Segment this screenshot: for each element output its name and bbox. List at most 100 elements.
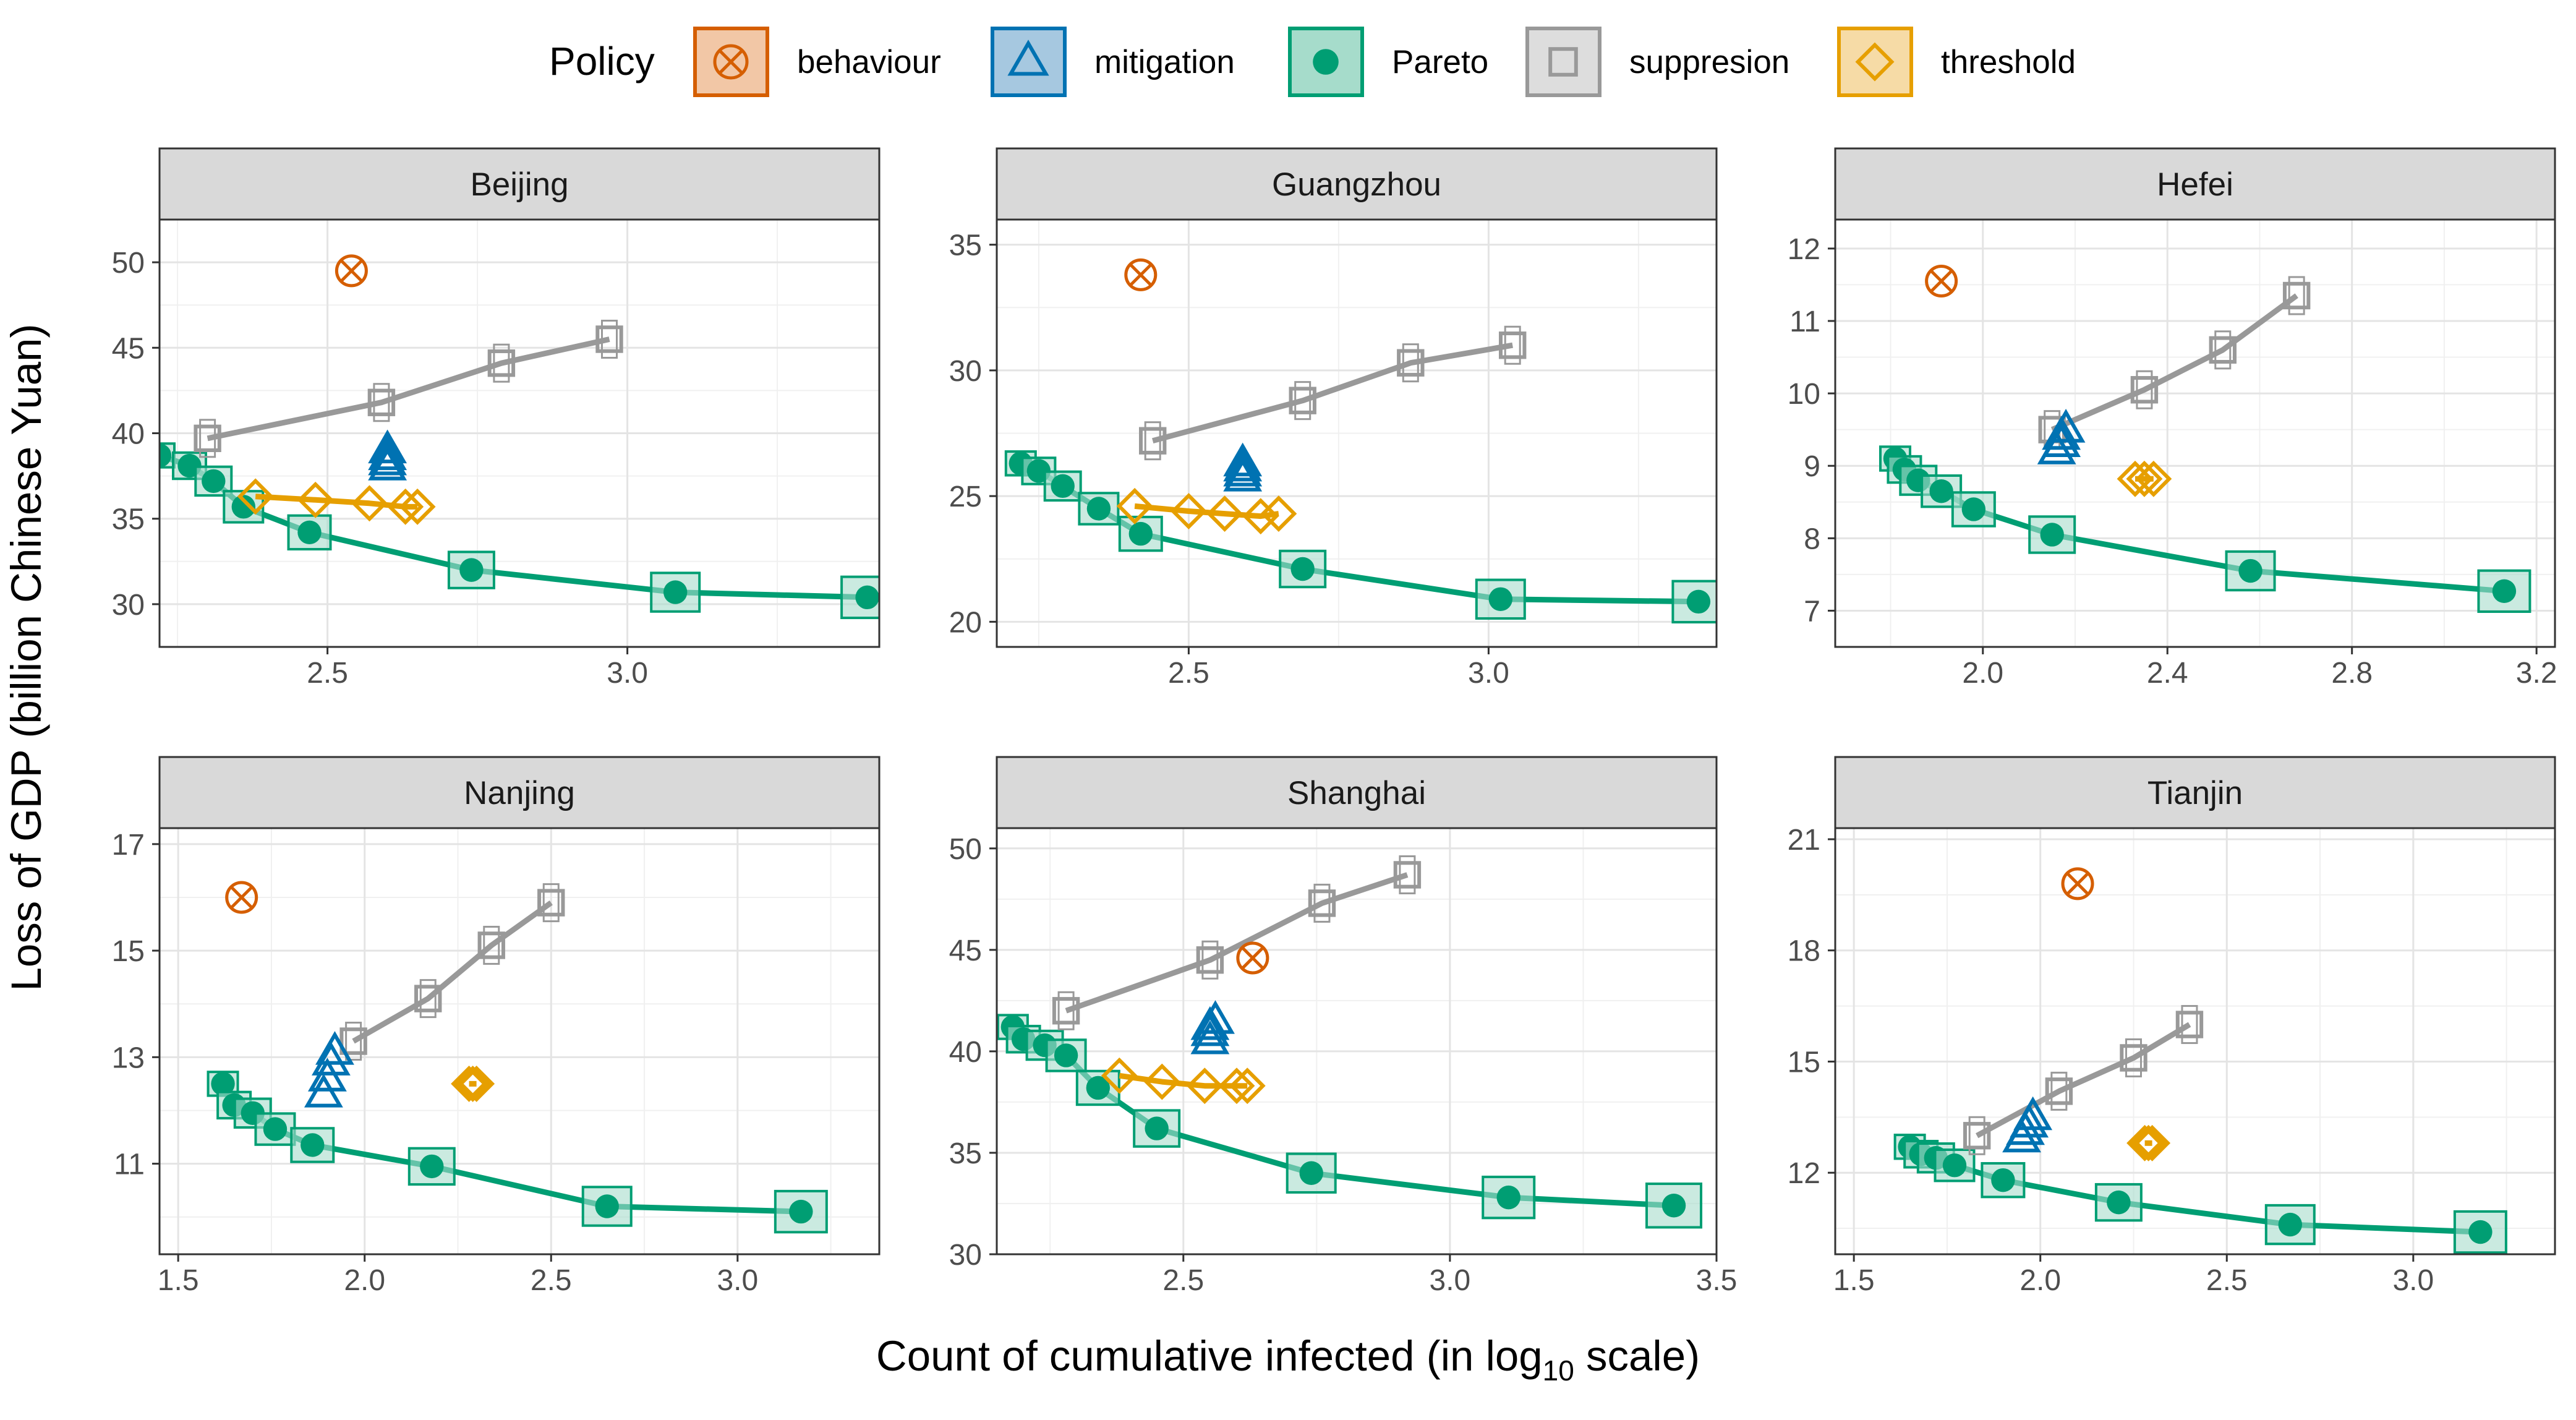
Pareto-point: [1290, 557, 1315, 581]
y-tick-label: 12: [1788, 233, 1820, 266]
suppresion-uncertainty-box: [1057, 991, 1075, 1030]
suppresion-uncertainty-box: [542, 883, 560, 923]
panel-strip: [158, 756, 881, 829]
y-tick-label: 30: [949, 355, 982, 388]
y-tick-label: 30: [112, 589, 145, 622]
threshold-point: [1170, 493, 1207, 529]
legend-item-suppresion: suppresion: [1525, 27, 1789, 97]
threshold-point: [387, 488, 424, 525]
series-suppresion: [194, 319, 623, 458]
gridlines: [1835, 220, 2555, 647]
y-tick-label: 18: [1788, 935, 1820, 968]
mitigation-point: [307, 1058, 347, 1092]
axes: 2.5 3.0 3.5 30 35 40 45 50: [949, 833, 1738, 1297]
panel-beijing: Beijing 2.5 3.0 30 35 40 45 50: [112, 147, 881, 690]
panel-nanjing: Nanjing 1.5 2.0 2.5 3.0 11 13 15 17: [112, 756, 881, 1297]
Pareto-point: [1086, 1076, 1111, 1100]
suppresion-uncertainty-box: [373, 383, 390, 422]
suppresion-point: [1397, 349, 1425, 377]
suppresion-point: [1139, 427, 1167, 455]
threshold-point: [297, 481, 334, 518]
series-behaviour: [1236, 941, 1269, 975]
series-behaviour: [1124, 258, 1158, 291]
x-tick-label: 2.0: [1962, 657, 2003, 690]
x-tick-label: 2.8: [2331, 657, 2373, 690]
suppresion-uncertainty-box: [2050, 1071, 2068, 1111]
threshold-point: [1242, 498, 1279, 535]
series-layer: [1879, 265, 2531, 614]
threshold-point: [351, 485, 388, 522]
threshold-point: [1186, 1067, 1223, 1105]
y-tick-label: 7: [1804, 595, 1820, 628]
mitigation-point: [1223, 442, 1263, 477]
panel-border: [158, 827, 881, 1255]
series-threshold-line: [255, 494, 418, 510]
legend-key-box: [1837, 27, 1913, 97]
legend-key-box: [1525, 27, 1601, 97]
series-suppresion: [339, 883, 565, 1061]
axes: 2.5 3.0 30 35 40 45 50: [112, 247, 648, 690]
Pareto-point: [2468, 1220, 2493, 1244]
series-Pareto: [160, 442, 879, 620]
y-tick-label: 40: [112, 418, 145, 451]
series-mitigation: [1223, 442, 1263, 492]
suppresion-point: [339, 1027, 367, 1055]
y-tick-label: 9: [1804, 450, 1820, 483]
threshold-point: [1206, 495, 1243, 532]
series-mitigation: [2037, 409, 2086, 464]
suppresion-uncertainty-box: [1144, 421, 1161, 461]
panel-strip: [996, 147, 1718, 221]
behaviour-point: [1925, 265, 1958, 298]
suppresion-uncertainty-box: [493, 343, 510, 383]
suppresion-uncertainty-box: [199, 419, 216, 458]
y-tick-label: 8: [1804, 523, 1820, 555]
suppresion-uncertainty-box: [419, 979, 437, 1019]
suppresion-point: [537, 889, 565, 917]
series-threshold: [1101, 1057, 1266, 1105]
behaviour-point: [2061, 867, 2094, 900]
Pareto-point: [1145, 1116, 1169, 1140]
x-tick-label: 2.4: [2147, 657, 2188, 690]
pareto-uncertainty-box: [650, 571, 701, 613]
series-threshold: [237, 478, 436, 525]
series-mitigation: [368, 429, 407, 481]
Pareto-point: [1488, 587, 1512, 611]
y-tick-label: 35: [949, 1137, 982, 1170]
x-tick-label: 3.2: [2516, 657, 2557, 690]
legend-key-box: [991, 27, 1067, 97]
suppresion-point: [2175, 1011, 2204, 1038]
Pareto-point: [1054, 1043, 1078, 1067]
panel-strip-label: Tianjin: [2147, 775, 2243, 811]
plot-area: [1835, 828, 2555, 1254]
Pareto-point: [1128, 521, 1153, 546]
mitigation-point: [304, 1074, 343, 1108]
mitigation-point: [1196, 1000, 1235, 1034]
y-axis-title: Loss of GDP (billion Chinese Yuan): [2, 323, 50, 991]
y-tick-label: 30: [949, 1239, 982, 1272]
Pareto-point: [1086, 497, 1111, 521]
behaviour-point: [225, 881, 258, 914]
suppresion-point: [2209, 336, 2237, 364]
panel-border: [996, 218, 1718, 648]
y-tick-label: 11: [114, 1148, 145, 1181]
series-suppresion-line: [207, 336, 610, 442]
y-tick-label: 10: [1788, 378, 1820, 411]
Pareto-point: [231, 495, 255, 519]
series-Pareto: [207, 1071, 828, 1234]
Pareto-point: [1496, 1185, 1520, 1210]
suppresion-point: [1963, 1122, 1991, 1150]
axes: 1.5 2.0 2.5 3.0 11 13 15 17: [112, 829, 759, 1297]
series-suppresion-line: [2050, 293, 2298, 432]
series-layer: [207, 881, 828, 1234]
legend-behaviour-icon: [713, 44, 749, 80]
Pareto-point: [459, 558, 484, 582]
panel-strip: [1834, 756, 2556, 829]
suppresion-uncertainty-box: [1399, 855, 1416, 894]
Pareto-point: [1929, 479, 1953, 503]
suppresion-uncertainty-box: [1201, 940, 1219, 980]
Pareto-point: [2040, 523, 2064, 547]
mitigation-point: [1223, 447, 1263, 482]
series-suppresion-line: [1976, 1022, 2191, 1139]
Pareto-point: [2492, 579, 2517, 604]
